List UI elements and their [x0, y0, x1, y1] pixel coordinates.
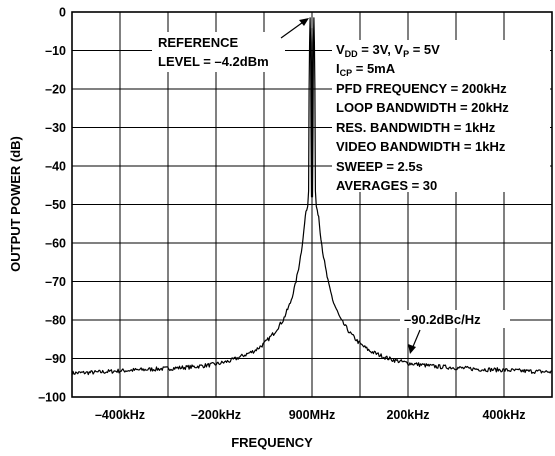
y-tick-label: –90 — [45, 352, 66, 366]
x-tick-label: –400kHz — [95, 408, 145, 422]
x-axis-title: FREQUENCY — [231, 435, 313, 450]
condition-vdd-vp: VDD = 3V, VP = 5V — [336, 42, 440, 59]
plot-frame — [71, 11, 553, 398]
x-tick-label: 900MHz — [289, 408, 336, 422]
annotation-reference-line1: REFERENCE — [158, 35, 239, 50]
condition-pfd-frequency: PFD FREQUENCY = 200kHz — [336, 81, 507, 96]
annotation-reference-line2: LEVEL = –4.2dBm — [158, 54, 269, 69]
noise-label-bg — [400, 310, 510, 328]
y-tick-label: –50 — [45, 198, 66, 212]
series-line-output-power — [71, 17, 553, 376]
reference-label-bg — [152, 32, 285, 72]
conditions-label-bg — [332, 40, 550, 192]
y-tick-labels: 0 –10 –20 –30 –40 –50 –60 –70 –80 –90 –100 — [38, 6, 66, 405]
y-tick-label: –60 — [45, 237, 66, 251]
y-tick-label: –30 — [45, 121, 66, 135]
x-tick-label: 200kHz — [386, 408, 429, 422]
y-tick-label: –70 — [45, 275, 66, 289]
y-tick-label: –10 — [45, 44, 66, 58]
condition-video-bandwidth: VIDEO BANDWIDTH = 1kHz — [336, 139, 506, 154]
noise-arrow-head — [408, 344, 416, 354]
reference-arrow-head — [299, 18, 309, 26]
y-tick-label: 0 — [59, 6, 66, 20]
x-tick-labels: –400kHz –200kHz 900MHz 200kHz 400kHz — [95, 408, 526, 422]
condition-averages: AVERAGES = 30 — [336, 178, 437, 193]
x-tick-label: 400kHz — [482, 408, 525, 422]
y-tick-label: –100 — [38, 391, 66, 405]
condition-res-bandwidth: RES. BANDWIDTH = 1kHz — [336, 120, 496, 135]
y-tick-label: –80 — [45, 314, 66, 328]
noise-arrow-line — [411, 329, 421, 350]
condition-sweep: SWEEP = 2.5s — [336, 159, 423, 174]
y-tick-label: –40 — [45, 160, 66, 174]
y-axis-title: OUTPUT POWER (dB) — [8, 136, 23, 272]
annotation-noise-floor: –90.2dBc/Hz — [404, 312, 481, 327]
y-tick-label: –20 — [45, 83, 66, 97]
condition-loop-bandwidth: LOOP BANDWIDTH = 20kHz — [336, 100, 509, 115]
x-tick-label: –200kHz — [191, 408, 241, 422]
